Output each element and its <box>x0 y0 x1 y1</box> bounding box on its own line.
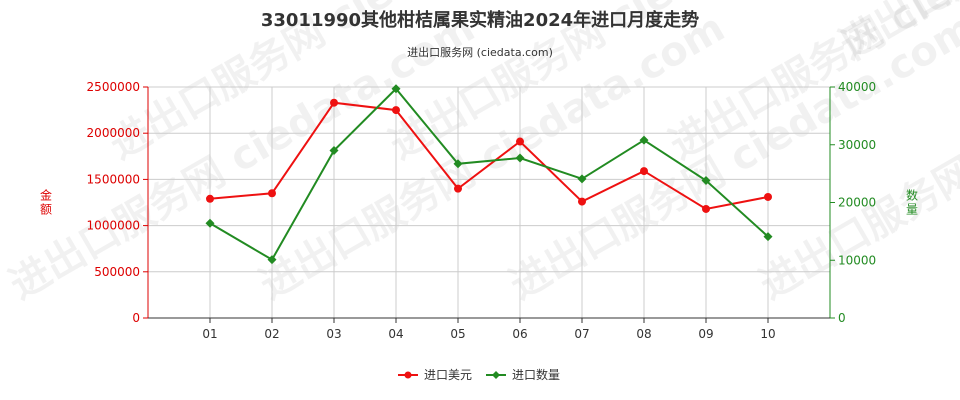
x-tick-label: 07 <box>574 327 589 341</box>
y-left-tick-label: 1000000 <box>87 219 140 233</box>
data-point-quantity <box>205 218 215 228</box>
data-point-quantity <box>453 159 463 169</box>
y-left-tick-label: 2500000 <box>87 80 140 94</box>
data-point-usd <box>268 189 276 198</box>
y-left-tick-label: 1500000 <box>87 172 140 186</box>
x-tick-label: 08 <box>636 327 651 341</box>
data-point-quantity <box>639 135 649 145</box>
chart-title: 33011990其他柑桔属果实精油2024年进口月度走势 <box>261 9 699 31</box>
y-left-tick-label: 0 <box>132 311 140 325</box>
ticks: 0 500000 1000000 1500000 2000000 2500000 0 1000… <box>40 80 918 341</box>
series-line-right <box>209 87 769 262</box>
legend: 进口美元 进口数量 <box>398 367 560 382</box>
data-point-quantity <box>391 84 401 94</box>
y-left-tick-label: 2000000 <box>87 126 140 140</box>
data-point-usd <box>516 137 524 146</box>
data-point-usd <box>330 98 338 107</box>
series-layer <box>205 84 773 265</box>
x-tick-label: 04 <box>388 327 403 341</box>
x-tick-label: 03 <box>326 327 341 341</box>
x-tick-label: 01 <box>202 327 217 341</box>
data-point-quantity <box>329 146 339 156</box>
data-point-usd <box>640 167 648 176</box>
y-right-tick-label: 20000 <box>838 196 876 210</box>
y-right-tick-label: 30000 <box>838 138 876 152</box>
data-point-usd <box>702 204 710 213</box>
y-right-tick-label: 40000 <box>838 80 876 94</box>
x-tick-label: 05 <box>450 327 465 341</box>
y-right-tick-label: 0 <box>838 311 846 325</box>
data-point-quantity <box>267 255 277 265</box>
y-left-tick-label: 500000 <box>94 265 140 279</box>
legend-label: 进口数量 <box>512 367 560 382</box>
data-point-usd <box>764 192 772 201</box>
series-line-left <box>209 101 769 211</box>
x-tick-label: 10 <box>760 327 775 341</box>
data-point-quantity <box>763 232 773 242</box>
data-point-usd <box>206 194 214 203</box>
data-point-quantity <box>701 176 711 186</box>
data-point-quantity <box>515 153 525 163</box>
legend-swatch-marker <box>492 371 500 379</box>
legend-label: 进口美元 <box>424 368 472 382</box>
legend-swatch-marker <box>404 371 412 379</box>
x-tick-label: 09 <box>698 327 713 341</box>
y-right-tick-label: 10000 <box>838 253 876 267</box>
data-point-usd <box>392 106 400 115</box>
x-tick-label: 02 <box>264 327 279 341</box>
data-point-usd <box>578 197 586 206</box>
data-point-quantity <box>577 174 587 184</box>
y-axis-left-title: 金额 <box>40 188 52 217</box>
chart-subtitle: 进出口服务网 (ciedata.com) <box>407 45 553 59</box>
data-point-usd <box>454 184 462 193</box>
x-tick-label: 06 <box>512 327 527 341</box>
y-axis-right-title: 数量 <box>906 188 918 217</box>
